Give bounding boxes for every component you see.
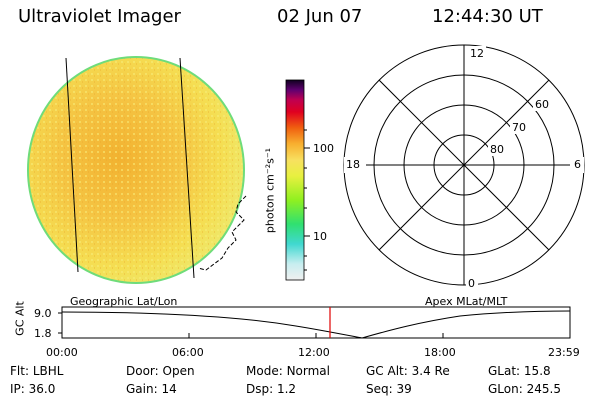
info-ip: IP: 36.0 [10,382,56,396]
geographic-label: Geographic Lat/Lon [70,295,178,308]
timeline-xtick-0000: 00:00 [46,346,78,359]
timeline-xtick-1200: 12:00 [298,346,330,359]
timeline-xtick-1800: 18:00 [424,346,456,359]
lat-label-70: 70 [512,121,526,134]
instrument-title: Ultraviolet Imager [18,6,181,27]
info-glon: GLon: 245.5 [488,382,561,396]
info-dsp: Dsp: 1.2 [246,382,297,396]
info-gc-alt: GC Alt: 3.4 Re [366,364,450,378]
info-mode: Mode: Normal [246,364,330,378]
limb-outline [27,56,245,284]
earth-disk [27,56,245,284]
meridian-line [65,57,79,273]
colorbar-tick-100: 100 [313,142,334,155]
mlt-label-18: 18 [346,158,360,171]
timeline-ytick-top: 9.0 [34,307,52,320]
mlt-label-12: 12 [470,47,484,60]
altitude-curve [61,310,571,339]
colorbar [285,79,310,281]
apex-label: Apex MLat/MLT [425,295,508,308]
colorbar-tick-10: 10 [313,230,327,243]
timeline-xtick-2359: 23:59 [548,346,580,359]
info-glat: GLat: 15.8 [488,364,551,378]
info-flt: Flt: LBHL [10,364,64,378]
lat-label-80: 80 [490,143,504,156]
timeline-xtick-0600: 06:00 [172,346,204,359]
lat-label-60: 60 [535,98,549,111]
info-gain: Gain: 14 [126,382,177,396]
coastline [197,195,247,271]
time-label: 12:44:30 UT [432,6,543,27]
mlt-label-0: 0 [468,277,475,290]
mlt-label-6: 6 [574,158,581,171]
colorbar-gradient [285,79,305,281]
meridian-line [179,57,195,279]
info-door: Door: Open [126,364,195,378]
date-label: 02 Jun 07 [277,6,363,27]
info-seq: Seq: 39 [366,382,412,396]
timeline-ytick-bottom: 1.8 [34,327,52,340]
